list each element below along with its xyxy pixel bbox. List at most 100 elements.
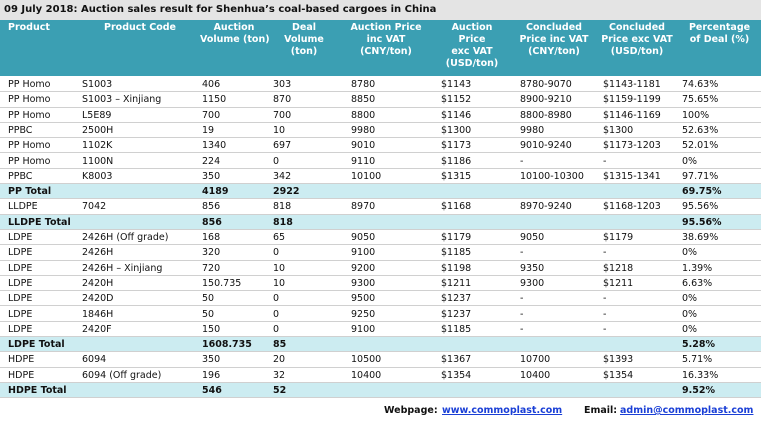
- cell: 10100-10300: [520, 170, 584, 182]
- total-cell: 69.75%: [682, 186, 722, 198]
- total-cell: 856: [202, 216, 222, 228]
- cell: 9500: [351, 293, 376, 305]
- cell: $1179: [441, 232, 472, 243]
- cell: 8970: [351, 201, 376, 213]
- cell: $1168: [441, 201, 472, 213]
- cell: 350: [202, 354, 221, 366]
- cell: PPBC: [8, 170, 33, 182]
- cell: S1003 – Xinjiang: [82, 94, 162, 106]
- cell: 168: [202, 232, 221, 243]
- cell: 9980: [520, 124, 545, 136]
- cell: L5E89: [82, 109, 112, 121]
- cell: $1315-1341: [603, 170, 661, 182]
- cell: 0%: [682, 323, 698, 335]
- cell: 0: [273, 308, 280, 320]
- cell: 8850: [351, 94, 376, 106]
- header-text: Auction: [213, 22, 255, 33]
- cell: 0: [273, 155, 280, 167]
- data-row: [0, 368, 761, 383]
- cell: 52.01%: [682, 140, 719, 152]
- cell: 0: [273, 247, 280, 259]
- total-cell: LLDPE Total: [8, 216, 71, 228]
- cell: 75.65%: [682, 94, 719, 106]
- cell: 8800-8980: [520, 109, 572, 121]
- total-cell: 9.52%: [682, 385, 715, 396]
- total-row: [0, 184, 761, 200]
- cell: 97.71%: [682, 170, 719, 182]
- header-text: Price inc VAT: [519, 34, 589, 45]
- cell: -: [520, 155, 524, 167]
- cell: $1168-1203: [603, 201, 661, 213]
- cell: 10: [273, 124, 286, 136]
- cell: 74.63%: [682, 79, 719, 90]
- total-cell: 85: [273, 339, 287, 351]
- cell: 0%: [682, 308, 698, 320]
- cell: $1393: [603, 354, 634, 366]
- data-row: [0, 245, 761, 261]
- header-text: Concluded: [526, 22, 582, 33]
- cell: HDPE: [8, 369, 35, 381]
- cell: PP Homo: [8, 109, 51, 121]
- webpage-link[interactable]: www.commoplast.com: [442, 405, 563, 416]
- cell: $1179: [603, 232, 634, 243]
- cell: 1340: [202, 140, 227, 152]
- cell: -: [520, 247, 524, 259]
- cell: $1237: [441, 308, 472, 320]
- cell: 303: [273, 79, 292, 90]
- cell: 9300: [351, 277, 376, 289]
- cell: 65: [273, 232, 286, 243]
- data-row: [0, 261, 761, 276]
- cell: 9250: [351, 308, 376, 320]
- cell: $1159-1199: [603, 94, 661, 106]
- cell: -: [603, 155, 607, 167]
- total-cell: PP Total: [8, 186, 52, 198]
- data-row: [0, 92, 761, 108]
- cell: 8970-9240: [520, 201, 572, 213]
- header-text: inc VAT: [366, 34, 406, 45]
- cell: PPBC: [8, 124, 33, 136]
- cell: 50: [202, 293, 215, 305]
- header-text: Product Code: [104, 22, 176, 33]
- cell: $1185: [441, 247, 472, 259]
- cell: 224: [202, 155, 221, 167]
- cell: 10100: [351, 170, 382, 182]
- email-link[interactable]: admin@commoplast.com: [620, 405, 754, 416]
- cell: 150: [202, 323, 221, 335]
- header-text: Auction: [451, 22, 493, 33]
- cell: HDPE: [8, 354, 35, 366]
- cell: $1237: [441, 293, 472, 305]
- total-row: [0, 383, 761, 399]
- total-cell: HDPE Total: [8, 385, 67, 396]
- cell: 8780-9070: [520, 79, 572, 90]
- cell: LDPE: [8, 262, 33, 274]
- header-text: Price exc VAT: [601, 34, 673, 45]
- cell: 1.39%: [682, 262, 713, 274]
- header-text: exc VAT: [451, 46, 493, 57]
- cell: 320: [202, 247, 221, 259]
- header-text: Price: [458, 34, 486, 45]
- cell: 818: [273, 201, 292, 213]
- cell: 1102K: [82, 140, 113, 152]
- cell: $1211: [441, 277, 472, 289]
- cell: 8780: [351, 79, 376, 90]
- cell: 856: [202, 201, 221, 213]
- cell: $1367: [441, 354, 472, 366]
- total-cell: 95.56%: [682, 216, 722, 228]
- cell: 10400: [351, 369, 382, 381]
- cell: -: [520, 293, 524, 305]
- cell: PP Homo: [8, 94, 51, 106]
- header-text: Deal: [292, 22, 316, 33]
- cell: 2426H (Off grade): [82, 232, 169, 243]
- header-text: (CNY/ton): [360, 46, 412, 57]
- cell: 95.56%: [682, 201, 719, 213]
- total-cell: 2922: [273, 186, 300, 198]
- cell: 50: [202, 308, 215, 320]
- cell: 52.63%: [682, 124, 719, 136]
- cell: $1300: [603, 124, 634, 136]
- webpage-label: Webpage:: [384, 405, 438, 416]
- cell: $1152: [441, 94, 472, 106]
- data-row: [0, 77, 761, 93]
- total-cell: 546: [202, 385, 222, 396]
- cell: 6.63%: [682, 277, 713, 289]
- cell: LDPE: [8, 247, 33, 259]
